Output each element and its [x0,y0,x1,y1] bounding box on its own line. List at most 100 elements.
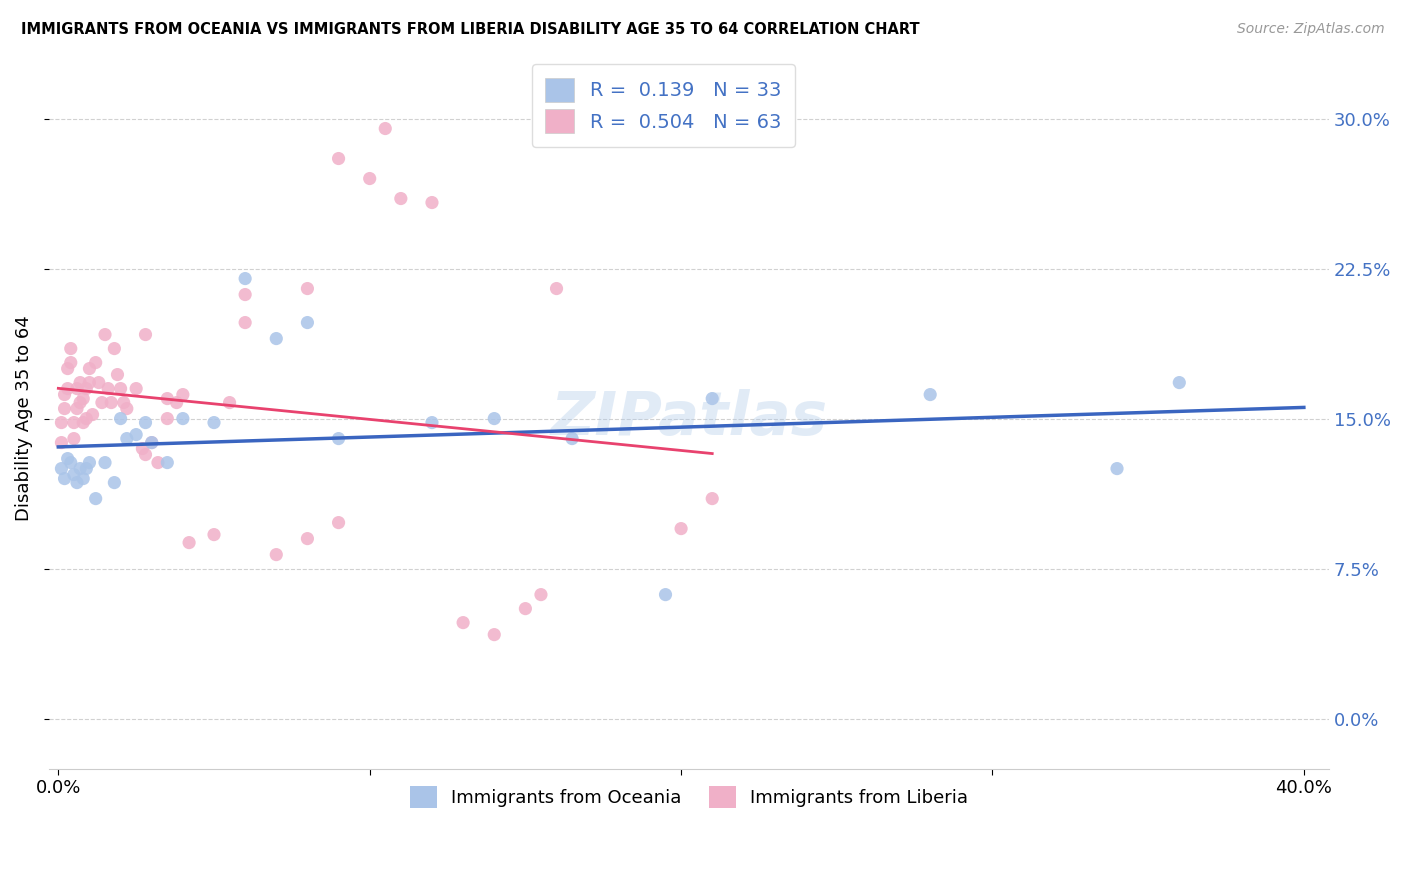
Point [141,435,163,450]
Point [107,368,129,382]
Point [146,456,169,470]
Point [51,461,73,475]
Point [920,387,942,401]
Point [134,327,156,342]
Point [84,355,107,369]
Point [69,395,91,409]
Point [266,332,288,346]
Point [1105,461,1128,475]
Point [103,342,125,356]
Point [112,395,135,409]
Point [72,416,94,430]
Point [328,432,350,446]
Point [63,432,86,446]
Point [266,548,288,562]
Point [82,408,104,422]
Point [66,401,89,416]
Point [66,475,89,490]
Point [328,516,350,530]
Point [131,442,153,456]
Point [233,271,256,285]
Point [51,416,73,430]
Point [515,601,537,615]
Point [56,382,79,396]
Point [53,387,76,401]
Point [297,532,319,546]
Point [53,472,76,486]
Point [103,475,125,490]
Point [69,376,91,390]
Point [561,432,583,446]
Point [134,448,156,462]
Point [233,287,256,301]
Point [75,411,97,425]
Point [63,467,86,482]
Point [654,588,676,602]
Point [79,361,101,376]
Point [94,456,117,470]
Point [115,401,138,416]
Text: IMMIGRANTS FROM OCEANIA VS IMMIGRANTS FROM LIBERIA DISABILITY AGE 35 TO 64 CORRE: IMMIGRANTS FROM OCEANIA VS IMMIGRANTS FR… [21,22,920,37]
Point [75,461,97,475]
Point [420,416,443,430]
Point [66,382,89,396]
Point [484,411,506,425]
Point [69,461,91,475]
Point [166,395,188,409]
Point [90,395,112,409]
Point [56,361,79,376]
Point [63,416,86,430]
Point [125,382,148,396]
Point [172,411,194,425]
Point [420,195,443,210]
Point [1168,376,1191,390]
Point [702,392,724,406]
Point [484,627,506,641]
Point [100,395,122,409]
Point [97,382,120,396]
Point [297,281,319,295]
Point [669,522,692,536]
Point [84,491,107,506]
Point [75,382,97,396]
Point [110,382,132,396]
Point [156,392,179,406]
Point [297,316,319,330]
Point [110,411,132,425]
Point [134,416,156,430]
Point [177,535,200,549]
Point [59,342,82,356]
Point [702,491,724,506]
Point [389,192,412,206]
Point [328,152,350,166]
Y-axis label: Disability Age 35 to 64: Disability Age 35 to 64 [15,316,32,522]
Point [156,456,179,470]
Point [79,456,101,470]
Point [374,121,396,136]
Point [59,456,82,470]
Point [53,401,76,416]
Text: ZIPatlas: ZIPatlas [550,389,827,448]
Point [72,472,94,486]
Point [72,392,94,406]
Point [451,615,474,630]
Point [79,376,101,390]
Point [218,395,240,409]
Point [172,387,194,401]
Point [233,316,256,330]
Point [59,355,82,369]
Point [156,411,179,425]
Point [56,451,79,466]
Point [51,435,73,450]
Point [141,435,163,450]
Point [94,327,117,342]
Point [202,527,225,541]
Legend: Immigrants from Oceania, Immigrants from Liberia: Immigrants from Oceania, Immigrants from… [402,779,976,815]
Point [546,281,568,295]
Point [115,432,138,446]
Point [87,376,110,390]
Point [530,588,553,602]
Text: Source: ZipAtlas.com: Source: ZipAtlas.com [1237,22,1385,37]
Point [125,427,148,442]
Point [359,171,381,186]
